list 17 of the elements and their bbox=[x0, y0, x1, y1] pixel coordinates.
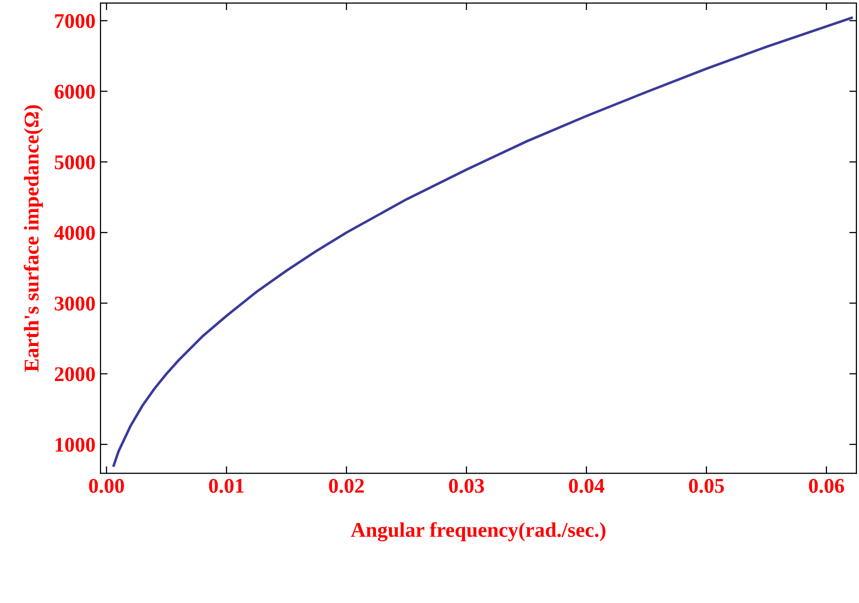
y-tick-label: 6000 bbox=[54, 84, 95, 99]
line-series bbox=[112, 16, 853, 467]
x-axis-title: Angular frequency(rad./sec.) bbox=[350, 522, 606, 542]
y-tick-label: 1000 bbox=[56, 438, 95, 452]
x-tick-label: 0.04 bbox=[569, 478, 604, 493]
x-tick-label: 0.03 bbox=[449, 478, 484, 493]
y-tick-label: 3000 bbox=[54, 296, 95, 311]
y-tick-label: 4000 bbox=[54, 226, 95, 240]
x-tick-label: 0.02 bbox=[329, 478, 364, 493]
y-axis-title: Earth's surface impedance(Ω) bbox=[24, 105, 43, 372]
x-tick-label: 0.06 bbox=[808, 478, 844, 493]
x-tick-label: 0.05 bbox=[689, 478, 724, 493]
x-tick-label: 0.01 bbox=[209, 478, 244, 493]
y-tick-label: 2000 bbox=[54, 367, 95, 382]
x-tick-label: 0.00 bbox=[89, 478, 124, 493]
y-tick-label: 7000 bbox=[55, 14, 95, 28]
y-tick-label: 5000 bbox=[54, 155, 95, 170]
